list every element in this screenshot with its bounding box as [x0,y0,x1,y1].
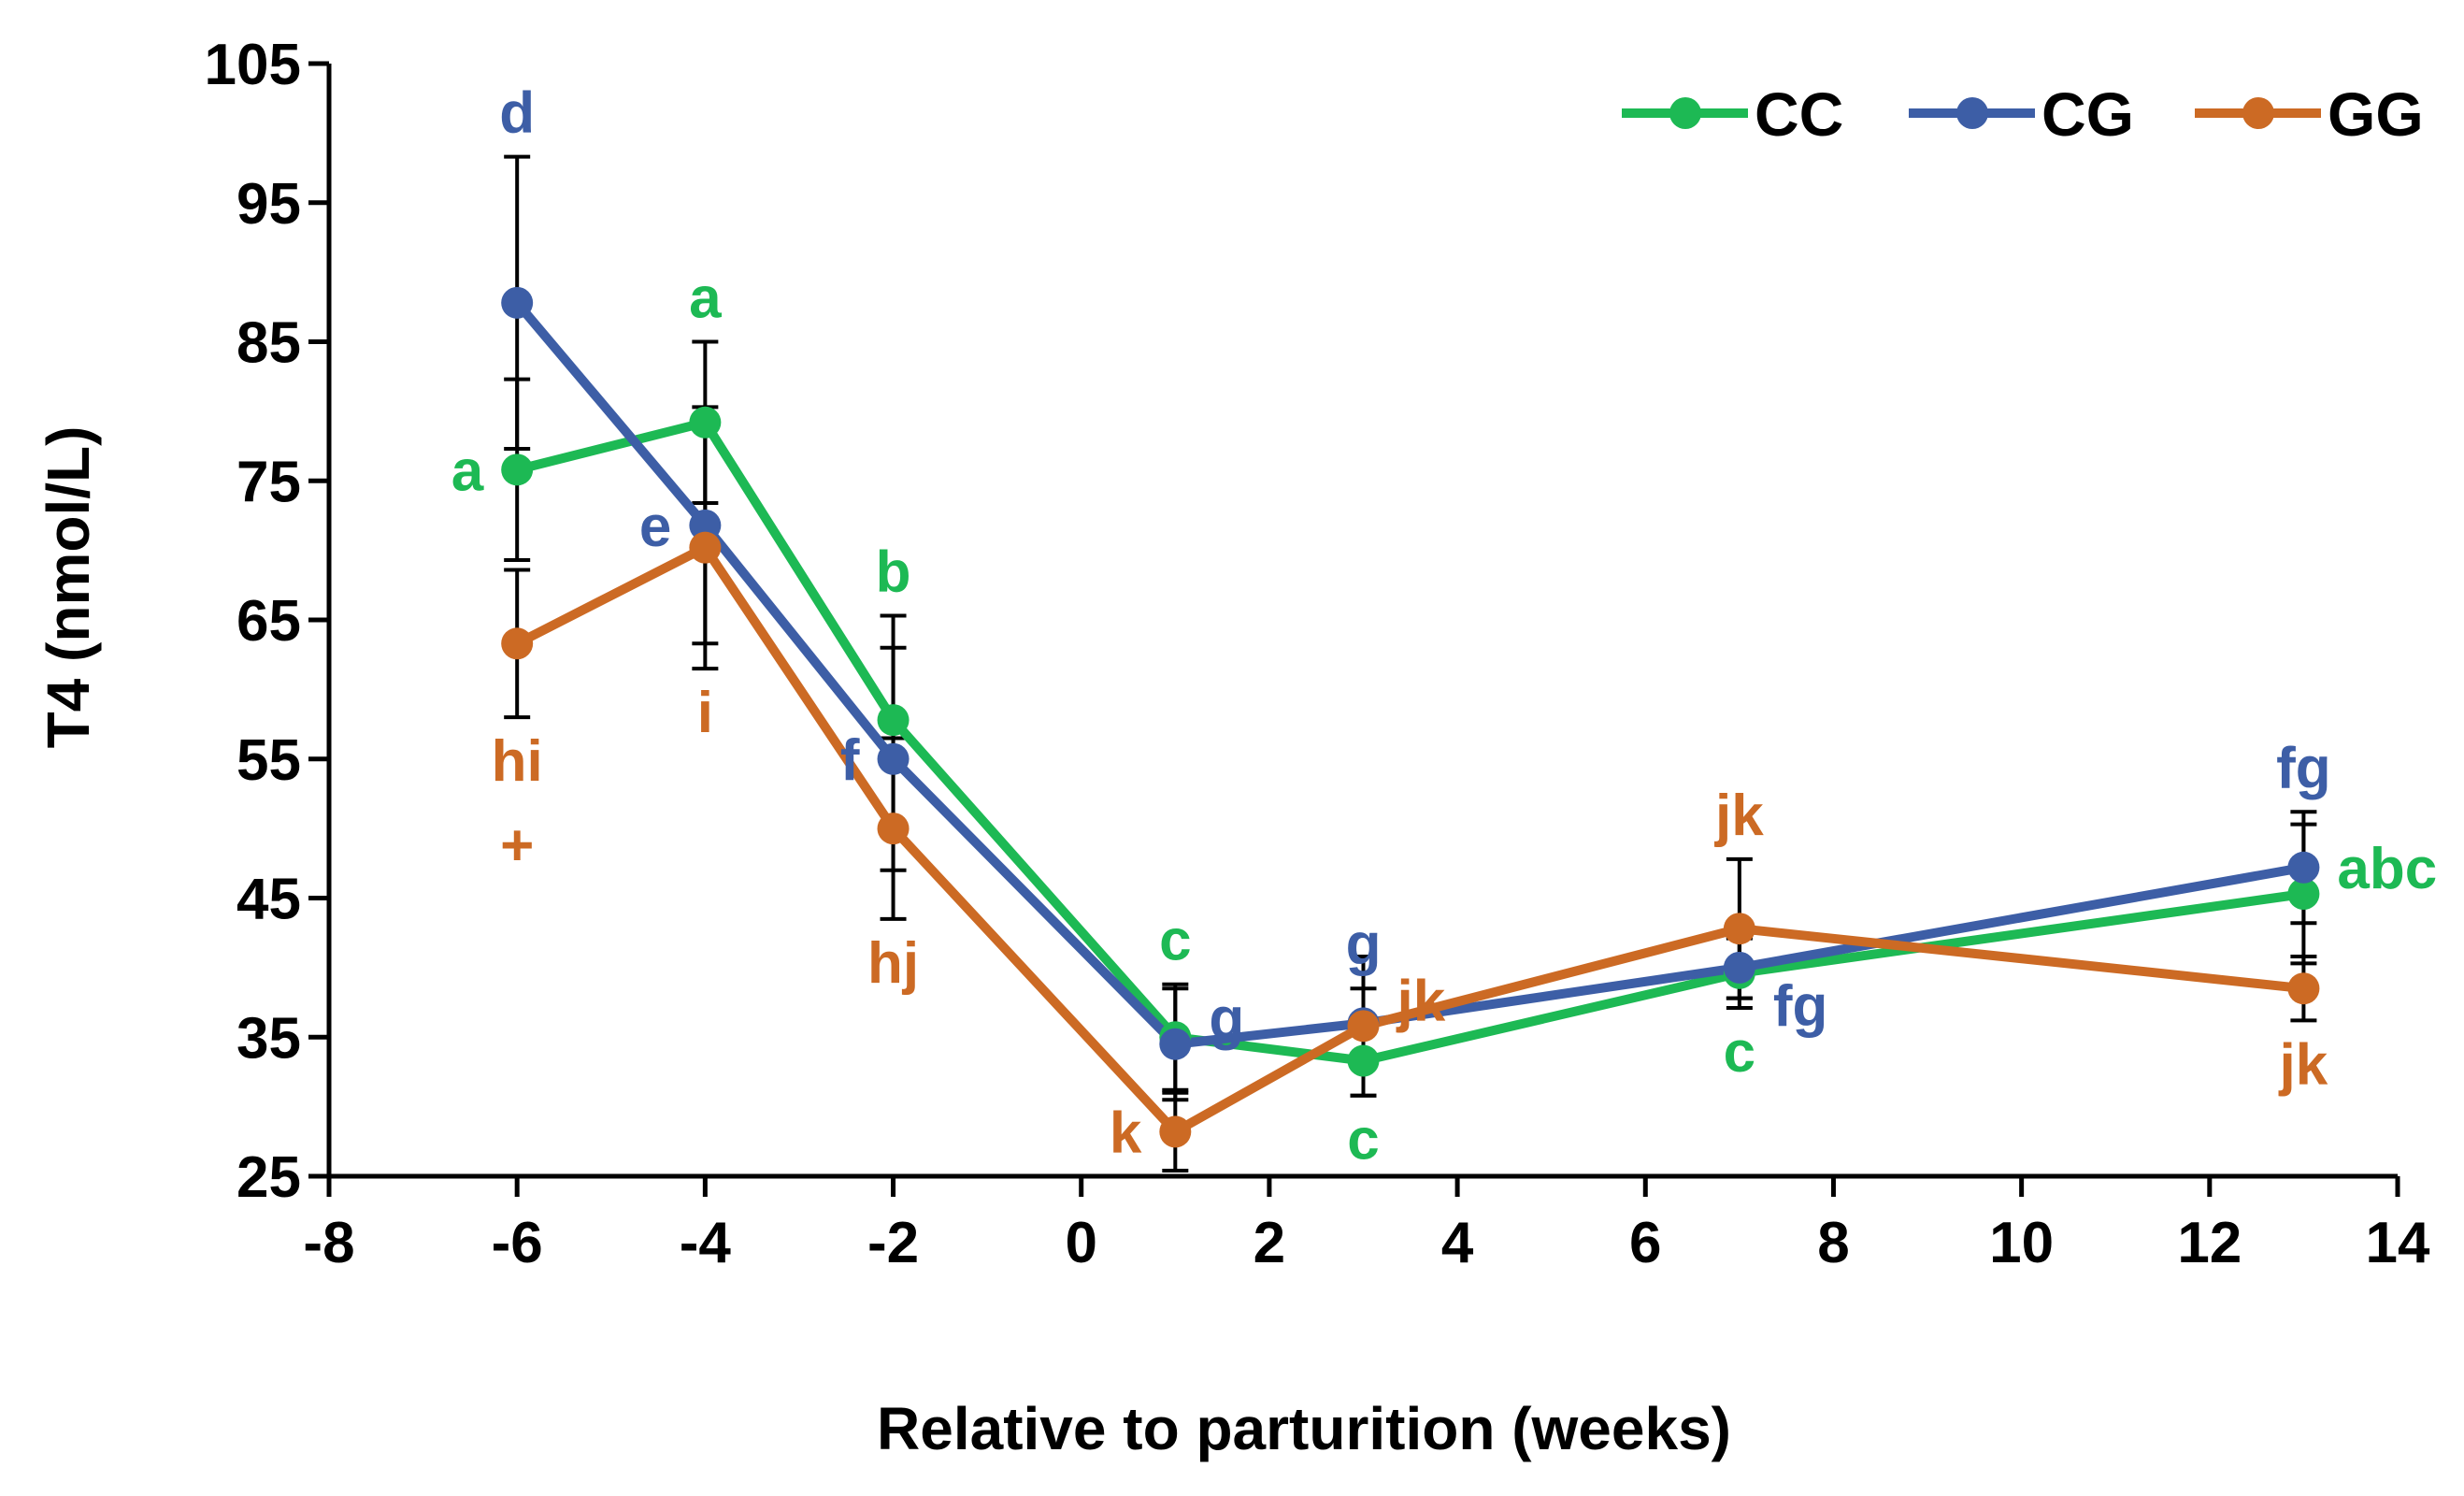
letter-cg: d [499,81,535,146]
x-tick-label: -4 [680,1211,732,1275]
point-gg [877,813,910,845]
letter-cg: f [840,728,860,793]
legend: CC CG GG [1622,79,2424,149]
x-tick-label: 6 [1629,1211,1661,1275]
letter-cc: c [1724,1020,1755,1085]
letter-gg: + [500,813,534,878]
y-tick-label: 105 [205,33,301,97]
x-tick-label: 10 [1989,1211,2054,1275]
legend-label-cc: CC [1755,79,1843,149]
x-tick-label: 8 [1817,1211,1849,1275]
point-gg [501,627,534,660]
letter-gg: jk [1397,969,1446,1033]
letter-gg: hi [492,729,543,794]
letter-gg: hj [867,931,919,996]
point-cg [1159,1028,1192,1060]
letter-cc: c [1347,1108,1379,1172]
y-tick-label: 55 [236,728,301,793]
point-cc [877,704,910,737]
letter-cg: g [1209,987,1244,1052]
x-tick-label: -6 [492,1211,543,1275]
letter-cc: a [451,439,484,503]
point-gg [1347,1010,1380,1043]
point-cc [501,453,534,486]
letter-cg: g [1346,913,1382,977]
point-gg [1723,913,1755,945]
x-tick-label: 2 [1253,1211,1285,1275]
legend-label-cg: CG [2041,79,2134,149]
series-line-gg [514,542,2304,1137]
legend-label-gg: GG [2328,79,2424,149]
y-tick-label: 75 [236,450,301,514]
legend-marker-cc [1669,97,1701,129]
letter-cc: b [876,540,911,605]
letter-gg: i [697,681,713,745]
point-cc [689,406,722,439]
y-tick-label: 35 [236,1006,301,1071]
x-tick-label: -8 [303,1211,354,1275]
letter-cg: fg [1773,974,1828,1039]
point-gg [689,531,722,564]
legend-marker-cg [1956,97,1988,129]
point-cc [2287,878,2320,911]
letter-cg: e [639,495,671,559]
point-cg [689,509,722,541]
x-tick-label: 12 [2177,1211,2242,1275]
letter-gg: k [1110,1100,1142,1165]
y-axis-title: T4 (nmol/L) [35,426,102,749]
x-tick-label: 4 [1441,1211,1474,1275]
letter-cc: a [689,266,722,331]
letter-gg: jk [2279,1032,2328,1097]
axes: 25 35 45 55 65 75 85 95 105 -8 -6 -4 -2 0 2 4 6 8 10 12 14 [205,33,2430,1275]
x-tick-label: 0 [1065,1211,1096,1275]
letter-gg: jk [1714,784,1764,848]
y-tick-label: 85 [236,311,301,376]
data-points [501,286,2320,1148]
letter-cg: fg [2276,736,2331,800]
x-axis-title: Relative to parturition (weeks) [877,1395,1731,1462]
legend-marker-gg [2242,97,2274,129]
y-tick-label: 45 [236,868,301,932]
point-cc [1347,1044,1380,1077]
x-tick-label: 14 [2366,1211,2430,1275]
point-gg [2287,972,2320,1005]
y-tick-label: 65 [236,589,301,654]
y-tick-label: 95 [236,172,301,237]
point-cg [1723,951,1755,984]
point-cg [501,286,534,319]
letter-cc: c [1159,909,1191,973]
point-cg [2287,851,2320,884]
y-tick-label: 25 [236,1145,301,1210]
series-line-cc [515,417,2305,1066]
letter-cc: abc [2337,837,2437,901]
point-gg [1159,1115,1192,1148]
point-cg [877,742,910,775]
x-tick-label: -2 [867,1211,919,1275]
